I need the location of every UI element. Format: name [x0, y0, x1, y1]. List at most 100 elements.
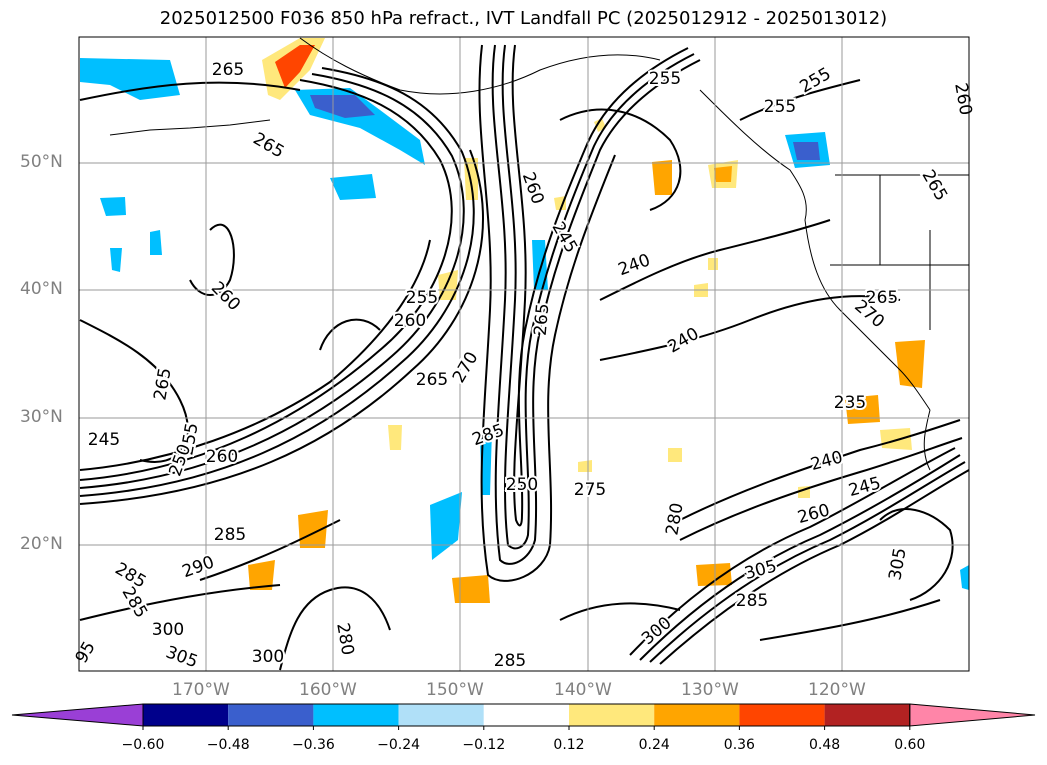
contour-trough-1	[491, 44, 701, 565]
contour-label: 305	[163, 642, 200, 672]
blue-blob-small2	[110, 248, 122, 272]
contour-label: 250	[165, 442, 195, 479]
contour-label: 265	[416, 370, 448, 390]
colorbar-bin	[483, 704, 569, 726]
contour-label: 255	[177, 421, 202, 456]
contour-label: 95	[72, 638, 100, 667]
coastlines	[109, 37, 969, 471]
contour-label: 265	[866, 288, 898, 308]
contour-label: 285	[494, 651, 526, 671]
shaded-anomaly-areas	[80, 38, 969, 603]
graticule	[79, 37, 969, 671]
contour-jet-6	[679, 437, 963, 541]
orange-blob-dots5	[578, 460, 592, 472]
blue-blob-bc-core	[793, 142, 820, 160]
contour-label: 260	[206, 447, 238, 467]
colorbar-bin	[313, 704, 399, 726]
contour-label: 240	[616, 250, 653, 280]
contour-label: 275	[574, 480, 606, 500]
coastline-baja	[923, 409, 931, 471]
latitude-tick-label: 20°N	[20, 534, 63, 554]
contour-label: 280	[662, 501, 687, 536]
contour-misc-8	[79, 584, 281, 621]
blue-blob-mid	[330, 174, 376, 200]
longitude-tick-label: 140°W	[554, 680, 612, 700]
contour-misc-13	[319, 318, 381, 351]
colorbar-bin	[398, 704, 484, 726]
contour-label: 255	[406, 288, 438, 308]
colorbar-bin	[739, 704, 825, 726]
blue-blob-mid2	[532, 240, 548, 290]
colorbar-tick-label: 0.60	[894, 737, 926, 753]
orange-blob-dots3	[708, 258, 718, 270]
blue-blob-alaska-core	[310, 95, 375, 118]
longitude-tick-label: 130°W	[681, 680, 739, 700]
colorbar-tick-label: −0.60	[121, 737, 165, 753]
colorbar-under-arrow	[11, 703, 144, 727]
colorbar-tick-label: −0.12	[462, 737, 506, 753]
contour-label: 240	[808, 447, 845, 475]
orange-blob-mid	[388, 425, 402, 450]
contour-label: 300	[252, 647, 284, 667]
contour-label: 260	[795, 500, 832, 528]
contour-label: 260	[207, 278, 244, 315]
orange-blob-dots2	[554, 196, 566, 210]
contour-label: 265	[150, 366, 175, 401]
colorbar-tick-label: −0.48	[206, 737, 250, 753]
contour-jet-5	[679, 419, 961, 521]
blue-blob-small3	[150, 230, 162, 255]
contour-misc-14	[879, 508, 954, 601]
colorbar-over-arrow	[909, 703, 1036, 727]
colorbar-outline	[142, 703, 911, 727]
orange-blob-alaska-core	[275, 45, 315, 88]
colorbar-tick-label: 0.12	[553, 737, 585, 753]
colorbar-tick-label: −0.36	[291, 737, 335, 753]
contour-misc-6	[739, 79, 861, 121]
contour-label: 285	[118, 583, 152, 621]
contour-label: 265	[249, 129, 287, 163]
contour-misc-1	[79, 319, 189, 463]
colorbar-tick-label: 0.24	[638, 737, 670, 753]
latitude-tick-label: 40°N	[20, 279, 63, 299]
contour-misc-2	[79, 81, 301, 101]
contour-misc-7	[199, 519, 341, 581]
contour-label: 235	[834, 393, 866, 413]
map-title: 2025012500 F036 850 hPa refract., IVT La…	[159, 8, 888, 29]
contour-label: 265	[212, 60, 244, 80]
contour-trough-2	[501, 44, 695, 550]
orange-blob-ca2	[845, 395, 880, 424]
map-frame	[78, 36, 970, 672]
contour-label: 255	[649, 69, 681, 89]
contour-label: 285	[470, 420, 507, 450]
contour-label: 305	[885, 546, 910, 581]
colorbar-tick-label: 0.36	[723, 737, 755, 753]
contour-label: 250	[506, 475, 538, 495]
orange-blob-hawaii2	[248, 560, 275, 590]
contour-arc-2	[79, 73, 465, 489]
contour-label: 285	[736, 591, 768, 611]
contour-misc-5	[599, 295, 901, 361]
longitude-tick-label: 150°W	[426, 680, 484, 700]
contour-label: 245	[548, 218, 582, 256]
colorbar-bin	[569, 704, 655, 726]
contour-misc-3	[559, 108, 682, 211]
latitude-tick-label: 30°N	[20, 407, 63, 427]
colorbar-bin	[824, 704, 910, 726]
contour-label: 240	[664, 324, 702, 358]
blue-blob-small1	[100, 197, 126, 216]
orange-blob-dots6	[668, 448, 682, 462]
coastline-aleutians	[109, 119, 271, 136]
contour-trough-4	[478, 44, 616, 582]
border-states	[830, 175, 969, 330]
contour-label: 255	[764, 97, 796, 117]
coastline-alaska	[299, 37, 661, 95]
orange-blob-ca	[895, 340, 925, 388]
contour-label: 245	[88, 430, 120, 450]
contour-jet-1	[639, 454, 961, 661]
contour-label: 265	[531, 303, 554, 337]
orange-blob-jet	[696, 563, 732, 586]
colorbar-tick-label: 0.48	[809, 737, 841, 753]
colorbar-bin	[228, 704, 314, 726]
